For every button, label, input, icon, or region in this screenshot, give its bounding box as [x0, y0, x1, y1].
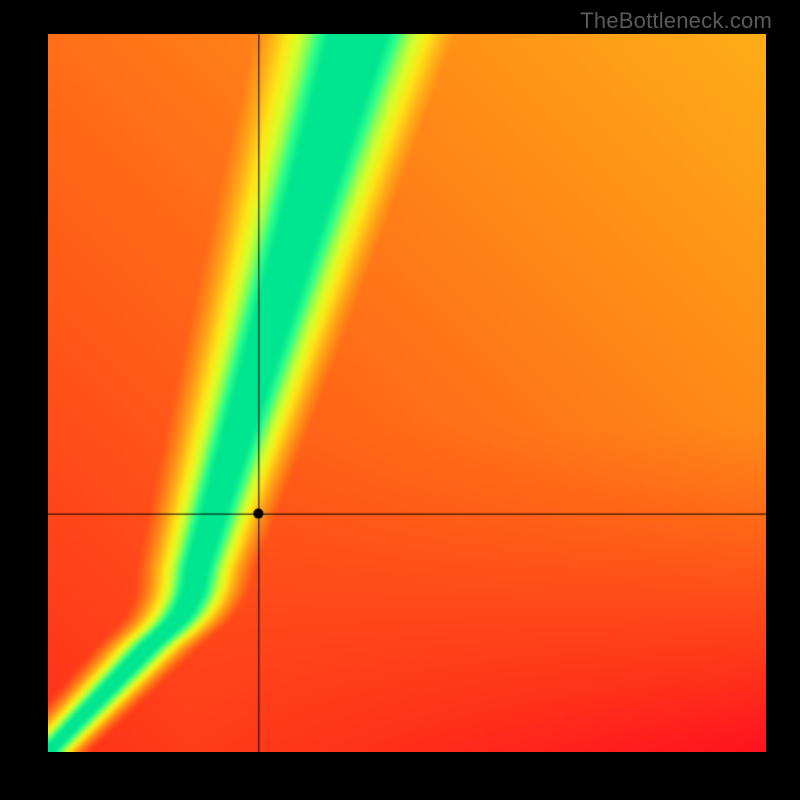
bottleneck-heatmap	[48, 34, 766, 752]
watermark-label: TheBottleneck.com	[580, 8, 772, 34]
